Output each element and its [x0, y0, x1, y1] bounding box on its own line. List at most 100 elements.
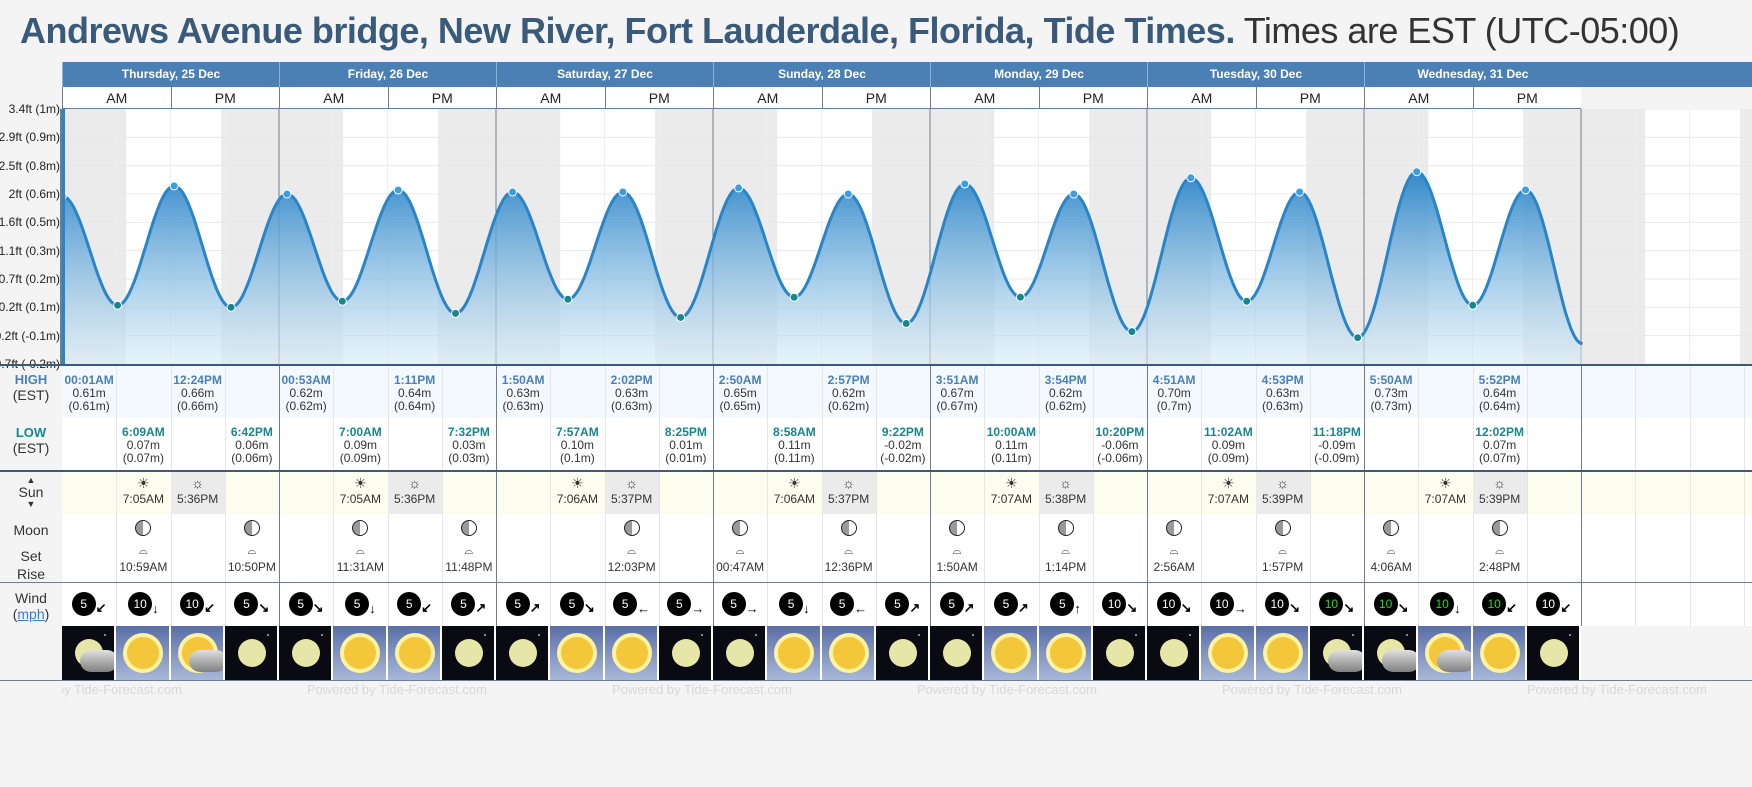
- sun-icon: [778, 637, 811, 669]
- low-tide-cell-m: 0.11m: [995, 438, 1028, 452]
- high-tide-point: [843, 189, 853, 199]
- wind-speed-badge: 10: [1536, 592, 1561, 616]
- low-tide-point: [1127, 327, 1137, 337]
- wind-speed-badge: 5: [830, 592, 855, 616]
- sun-icon: [127, 637, 160, 669]
- sunrise-cell: ☀︎ 7:05AM: [116, 471, 170, 514]
- moonrise-cell: ⌓ 12:36PM: [822, 518, 876, 582]
- wind-direction-arrow-icon: ↙: [1506, 600, 1518, 615]
- high-tide-cell-m: 0.70m: [1157, 386, 1191, 400]
- low-label-text: LOW: [15, 425, 47, 440]
- low-tide-cell-m2: (-0.09m): [1314, 451, 1360, 465]
- sunset-icon: ☼: [1059, 475, 1073, 491]
- low-tide-cell-m: 0.06m: [235, 438, 269, 452]
- weather-icon-sun: [767, 626, 822, 680]
- wind-direction-arrow-icon: ←: [854, 601, 868, 616]
- low-tide-cell-m2: (-0.02m): [880, 451, 926, 465]
- high-tide-cell-m2: (0.67m): [936, 399, 978, 413]
- sunrise-time: 7:06AM: [556, 492, 599, 506]
- wind-cell: 5 ↘: [225, 592, 279, 622]
- high-tide-cell: 4:51AM 0.70m (0.7m): [1147, 374, 1201, 413]
- moon-label: Moon: [13, 522, 49, 538]
- high-tide-point: [169, 181, 179, 191]
- high-tide-cell-time: 5:52PM: [1478, 373, 1521, 387]
- high-tide-cell-m: 0.73m: [1374, 386, 1408, 400]
- divider-tides: [0, 470, 1752, 472]
- ampm-pm: PM: [821, 87, 930, 109]
- column-divider: [1418, 366, 1420, 626]
- low-tide-cell-time: 6:09AM: [122, 425, 165, 439]
- low-tide-point: [1468, 300, 1478, 310]
- tide-chart: [62, 109, 1752, 364]
- sun-icon: [615, 637, 648, 669]
- low-tide-cell-m2: (0.09m): [339, 451, 382, 465]
- moonrise-icon: ⌓: [844, 545, 853, 557]
- high-tide-cell: 1:50AM 0.63m (0.63m): [496, 374, 550, 413]
- column-divider: [1309, 366, 1311, 626]
- column-divider: [441, 366, 443, 626]
- moon-phase-icon: [1274, 520, 1291, 536]
- low-tide-cell: 12:02PM 0.07m (0.07m): [1473, 426, 1527, 465]
- day-header: Thursday, 25 Dec: [62, 62, 279, 87]
- moonrise-time: 12:03PM: [607, 560, 656, 574]
- sunrise-icon: ☀︎: [354, 475, 367, 491]
- wind-unit-link[interactable]: mph: [17, 606, 45, 622]
- high-tide-cell-m: 0.65m: [723, 386, 757, 400]
- wind-direction-arrow-icon: ←: [637, 601, 651, 616]
- low-row-bg: [62, 418, 1752, 470]
- low-tide-cell-m2: (0.11m): [991, 451, 1032, 465]
- wind-cell: 5 ↘: [279, 592, 333, 622]
- column-divider: [1092, 366, 1094, 626]
- powered-by-watermark: Powered by Tide-Forecast.com: [1527, 682, 1707, 697]
- low-tide-cell-m: 0.07m: [126, 438, 161, 452]
- high-tide-cell-m2: (0.62m): [1044, 399, 1087, 413]
- wind-cell: 10 ↘: [1093, 592, 1147, 622]
- high-tide-cell-time: 12:24PM: [173, 373, 222, 387]
- wind-direction-arrow-icon: ↓: [1454, 601, 1461, 616]
- low-tide-cell: 10:20PM -0.06m (-0.06m): [1093, 426, 1147, 465]
- wind-cell: 10 ↙: [171, 592, 225, 622]
- high-tide-point: [618, 187, 628, 197]
- high-tide-cell: 3:51AM 0.67m (0.67m): [930, 374, 984, 413]
- moon-icon: [726, 639, 754, 667]
- moonset-time: 2:56AM: [1153, 560, 1195, 574]
- wind-speed-badge: 5: [1050, 592, 1075, 616]
- low-tide-point: [1015, 292, 1025, 302]
- wind-cell: 5 →: [659, 592, 713, 622]
- moonrise-cell: ⌓ 1:14PM: [1039, 518, 1093, 582]
- wind-direction-arrow-icon: ↗: [475, 600, 487, 615]
- y-tick-label: 2ft (0.6m): [8, 187, 60, 201]
- moonrise-time: 11:31AM: [336, 560, 384, 574]
- ampm-am: AM: [62, 87, 171, 109]
- sunrise-cell: ☀︎ 7:05AM: [333, 471, 387, 514]
- sunrise-time: 7:05AM: [339, 492, 382, 506]
- wind-speed-badge: 5: [505, 592, 530, 616]
- high-label-text: HIGH: [14, 372, 48, 387]
- powered-by-watermark: Powered by Tide-Forecast.com: [307, 682, 487, 697]
- wind-cell: 5 ↓: [333, 592, 387, 622]
- sunset-time: 5:37PM: [610, 492, 653, 506]
- moonrise-time: 12:36PM: [824, 560, 873, 574]
- low-label: LOW (EST): [0, 425, 62, 456]
- low-tide-cell-m2: (0.06m): [231, 451, 273, 465]
- wind-direction-arrow-icon: ↘: [1289, 600, 1301, 615]
- low-tide-cell-m: 0.07m: [1482, 438, 1517, 452]
- weather-icon-moon: [713, 626, 768, 680]
- wind-cell: 10 ↘: [1310, 592, 1364, 622]
- low-tide-cell-time: 7:32PM: [447, 425, 490, 439]
- high-tide-point: [1412, 167, 1422, 177]
- powered-by-watermark: Powered by Tide-Forecast.com: [1222, 682, 1402, 697]
- chart-left-edge: [62, 109, 65, 364]
- low-tide-cell-time: 8:58AM: [773, 425, 816, 439]
- sunset-icon: ☼: [408, 475, 422, 491]
- wind-speed-badge: 5: [613, 592, 638, 616]
- moonset-time: 11:48PM: [445, 560, 493, 574]
- high-tide-cell-time: 3:54PM: [1044, 373, 1087, 387]
- weather-icon-moon: [441, 626, 496, 680]
- high-tide-cell: 5:52PM 0.64m (0.64m): [1473, 374, 1527, 413]
- wind-direction-arrow-icon: ↘: [312, 600, 324, 615]
- moon-phase-icon: [243, 520, 260, 536]
- moonrise-cell: ⌓ 11:31AM: [333, 518, 387, 582]
- high-tide-cell-time: 2:57PM: [827, 373, 870, 387]
- tide-area: [62, 171, 1583, 364]
